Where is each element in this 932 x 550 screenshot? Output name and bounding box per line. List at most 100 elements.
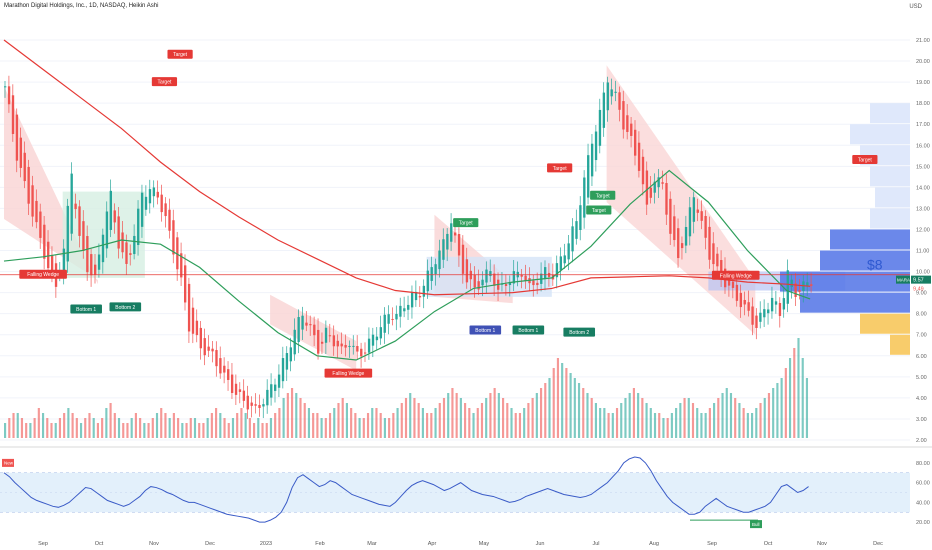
candle-body <box>82 221 85 251</box>
price-tick-label: 10.00 <box>916 270 930 276</box>
volume-bar <box>586 393 589 438</box>
volume-bar <box>25 423 28 438</box>
candle-body <box>794 283 797 297</box>
volume-bar <box>79 423 83 438</box>
volume-bar <box>388 418 391 438</box>
candle-body <box>790 279 793 288</box>
volume-bar <box>126 423 129 438</box>
candle-body <box>168 209 171 231</box>
candle-body <box>637 142 641 171</box>
candle-body <box>649 187 652 198</box>
candle-body <box>622 101 625 130</box>
price-tick-label: 14.00 <box>916 185 930 191</box>
price-tick-label: 6.00 <box>916 354 927 360</box>
candle-body <box>344 344 347 348</box>
price-tick-label: 2.00 <box>916 438 927 444</box>
candle-body <box>125 242 128 264</box>
candle-body <box>450 223 453 242</box>
volume-bar <box>468 408 471 438</box>
candle-body <box>254 404 257 406</box>
price-tick-label: 13.00 <box>916 206 930 212</box>
candle-body <box>442 239 445 260</box>
annotation-tag <box>109 302 142 312</box>
candle-body <box>203 338 206 356</box>
candle-body <box>692 197 696 222</box>
volume-bar <box>763 398 766 438</box>
volume-bar <box>556 358 560 438</box>
price-axis[interactable]: 2.00 3.00 4.00 5.00 6.00 7.00 8.00 9.00 10.00 11.… <box>896 38 931 444</box>
volume-bar <box>202 423 205 438</box>
volume-bar <box>615 408 619 438</box>
volume-bar <box>561 363 564 438</box>
candle-body <box>4 86 7 88</box>
candle-body <box>27 166 30 204</box>
volume-bar <box>662 418 665 438</box>
volume-bar <box>312 413 315 438</box>
candle-body <box>195 320 199 336</box>
candle-body <box>645 170 649 205</box>
candle-body <box>626 115 629 132</box>
candle-body <box>297 317 300 343</box>
candle-body <box>567 243 570 260</box>
volume-bar <box>565 368 568 438</box>
candle-body <box>242 390 246 401</box>
candle-body <box>348 345 351 347</box>
volume-bar <box>687 398 690 438</box>
candle-body <box>191 307 195 334</box>
time-axis[interactable]: Sep Oct Nov Dec 2023 Feb Mar Apr May Jun Jul Aug Sep… <box>38 541 883 547</box>
candle-body <box>407 304 410 310</box>
volume-bar <box>497 393 500 438</box>
candle-body <box>704 215 707 238</box>
annotation-tag <box>547 163 573 173</box>
rsi-pane: 20.00 40.00 60.00 80.00 New Bull <box>0 456 930 529</box>
ticker-tag <box>896 275 910 284</box>
volume-bar <box>430 413 433 438</box>
volume-bar <box>75 418 78 438</box>
candle-body <box>763 309 766 318</box>
volume-bar <box>632 388 635 438</box>
volume-bar <box>215 408 218 438</box>
volume-bar <box>134 413 137 438</box>
price-tick-label: 20.00 <box>916 59 930 65</box>
volume-bar <box>210 413 213 438</box>
candle-body <box>708 226 711 260</box>
candle-body <box>673 216 676 241</box>
candle-body <box>508 281 512 286</box>
volume-bar <box>63 413 66 438</box>
volume-bar <box>729 393 733 438</box>
candle-body <box>324 327 328 343</box>
candle-body <box>684 226 688 246</box>
candle-body <box>317 329 320 354</box>
time-tick-label: 2023 <box>260 541 272 547</box>
volume-bar <box>67 408 70 438</box>
candle-body <box>594 131 598 161</box>
volume-bar <box>4 423 7 438</box>
candle-body <box>485 269 488 283</box>
volume-bar <box>37 408 40 438</box>
rsi-tick-label: 60.00 <box>916 481 930 487</box>
volume-profile-bar <box>850 124 910 145</box>
volume-bar <box>670 413 673 438</box>
candle-body <box>152 187 156 197</box>
volume-bar <box>645 403 648 438</box>
volume-bar <box>683 398 686 438</box>
candle-body <box>367 338 371 353</box>
rsi-tick-label: 20.00 <box>916 520 930 526</box>
candle-body <box>234 383 238 395</box>
volume-bar <box>307 408 311 438</box>
annotation-tag <box>151 77 178 87</box>
volume-bar <box>772 388 775 438</box>
annotation-tag <box>70 304 102 314</box>
candle-body <box>23 152 26 182</box>
candle-body <box>62 248 66 275</box>
candle-body <box>598 109 602 146</box>
annotation-label: Bottom 1 <box>475 328 495 334</box>
candle-body <box>11 95 15 134</box>
candle-body <box>426 270 429 292</box>
price-tick-label: 19.00 <box>916 80 930 86</box>
candle-body <box>770 297 774 312</box>
volume-bar <box>105 408 108 438</box>
candle-body <box>31 185 34 217</box>
volume-bar <box>438 403 441 438</box>
